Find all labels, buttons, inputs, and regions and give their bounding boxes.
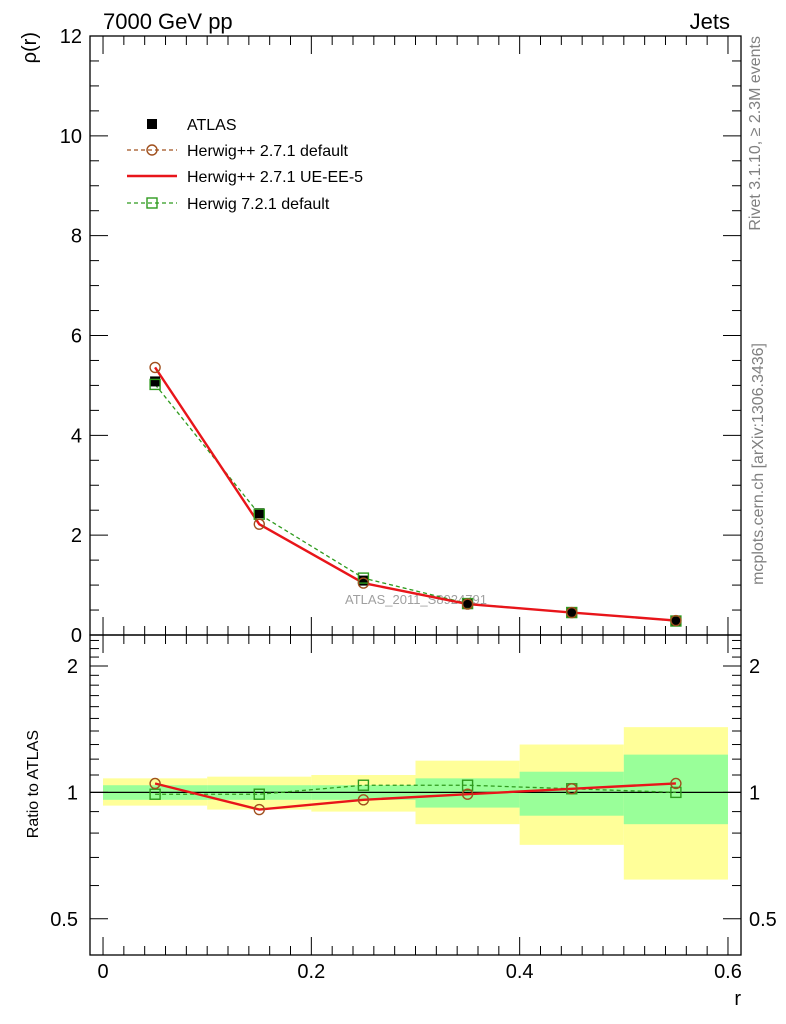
main-marker-herwigpp-default [357, 577, 370, 589]
ratio-marker-herwigpp-default [461, 788, 474, 800]
legend-marker-herwig7 [146, 197, 158, 209]
analysis-watermark: ATLAS_2011_S8924791 [345, 592, 487, 607]
ratio-y-tick-label-right: 0.5 [749, 909, 777, 931]
main-atlas-data-point [254, 508, 265, 519]
ratio-y-tick-label-left: 2 [67, 656, 78, 678]
ratio-marker-herwig7 [461, 779, 474, 791]
ratio-line-herwigpp-ue-ee-5 [154, 782, 676, 811]
main-marker-herwigpp-default [461, 598, 474, 610]
ratio-marker-herwigpp-default [357, 794, 370, 806]
main-y-tick-label: 8 [71, 226, 82, 248]
ratio-y-tick-label-right: 2 [749, 656, 760, 678]
ratio-marker-herwig7 [253, 788, 265, 800]
main-marker-herwigpp-default [670, 614, 682, 627]
main-y-tick-label: 4 [71, 425, 82, 447]
ratio-y-tick-label-left: 1 [67, 782, 78, 804]
ratio-marker-herwig7 [149, 788, 161, 800]
main-atlas-data-point [462, 599, 473, 610]
x-tick-label: 0.4 [506, 961, 534, 983]
x-axis-label: r [734, 988, 741, 1010]
ratio-y-axis-label: Ratio to ATLAS [25, 730, 42, 838]
ratio-marker-herwigpp-default [149, 777, 161, 790]
main-atlas-data-point [358, 575, 369, 586]
ratio-marker-herwigpp-default [253, 803, 265, 816]
legend-label-herwig7: Herwig 7.2.1 default [187, 196, 330, 213]
rivet-version-text: Rivet 3.1.10, ≥ 2.3M events [747, 36, 764, 231]
mcplots-text: mcplots.cern.ch [arXiv:1306.3436] [750, 343, 767, 585]
main-y-tick-label: 12 [60, 26, 82, 48]
legend-label-atlas: ATLAS [187, 117, 237, 134]
main-y-tick-label: 0 [71, 625, 82, 647]
x-tick-label: 0 [97, 961, 108, 983]
main-atlas-data-point [670, 616, 681, 627]
header-right-title: Jets [690, 9, 730, 34]
main-y-tick-label: 2 [71, 525, 82, 547]
main-marker-herwigpp-default [566, 606, 578, 619]
header-left-title: 7000 GeV pp [103, 9, 233, 34]
ratio-marker-herwig7 [357, 779, 370, 791]
ratio-marker-herwigpp-default [566, 783, 578, 795]
main-atlas-data-point [150, 376, 161, 387]
ratio-marker-herwig7 [670, 786, 682, 799]
legend-marker-atlas [147, 119, 157, 129]
main-y-axis-label: ρ(r) [19, 32, 41, 63]
ratio-stat-uncertainty-band [623, 754, 728, 825]
x-tick-label: 0.2 [297, 961, 325, 983]
main-y-tick-label: 6 [71, 326, 82, 348]
ratio-y-tick-label-right: 1 [749, 782, 760, 804]
main-y-tick-label: 10 [60, 126, 82, 148]
legend-marker-herwigpp-default [146, 144, 158, 156]
main-line-herwigpp-ue-ee-5 [154, 366, 676, 622]
legend-label-herwigpp-ue-ee-5: Herwig++ 2.7.1 UE-EE-5 [187, 169, 363, 186]
ratio-marker-herwigpp-default [670, 777, 682, 790]
ratio-line-herwig7 [155, 784, 676, 795]
x-tick-label: 0.6 [714, 961, 742, 983]
main-marker-herwigpp-default [253, 518, 265, 530]
main-line-herwigpp-default [154, 367, 676, 622]
main-marker-herwigpp-default [149, 361, 161, 374]
main-atlas-data-point [566, 608, 577, 619]
main-marker-herwig7 [357, 572, 370, 584]
ratio-y-tick-label-left: 0.5 [50, 909, 78, 931]
legend-label-herwigpp-default: Herwig++ 2.7.1 default [187, 143, 349, 160]
main-line-herwig7 [154, 384, 676, 622]
main-marker-herwig7 [149, 378, 161, 391]
